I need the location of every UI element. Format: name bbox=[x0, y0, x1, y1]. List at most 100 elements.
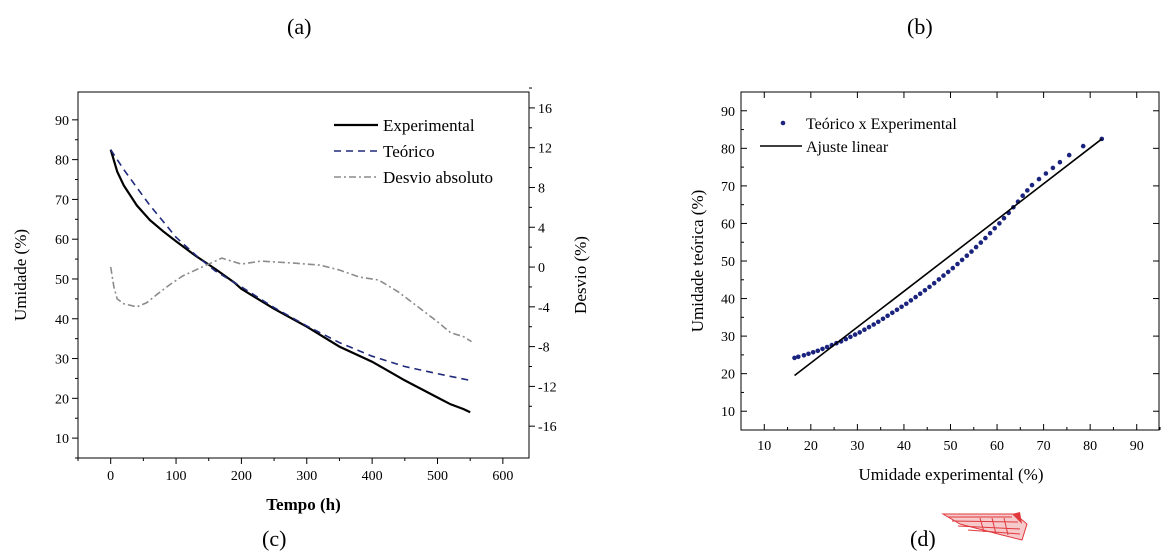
y-axis-label: Umidade teórica (%) bbox=[688, 190, 707, 333]
x-tick-label: 50 bbox=[944, 439, 958, 454]
scatter-point bbox=[820, 346, 825, 352]
scatter-point bbox=[1043, 171, 1049, 176]
scatter-point bbox=[852, 332, 858, 337]
y-tick-label: 30 bbox=[721, 330, 735, 345]
scatter-point bbox=[848, 334, 853, 340]
scatter-point bbox=[890, 310, 895, 316]
scatter-point bbox=[894, 307, 900, 313]
scatter-point bbox=[936, 277, 942, 282]
legend-label: Teórico bbox=[383, 142, 435, 161]
y-tick-label: 50 bbox=[55, 273, 69, 288]
scatter-point bbox=[913, 294, 918, 300]
scatter-point bbox=[950, 265, 956, 271]
scatter-point bbox=[955, 261, 960, 267]
x-tick-label: 200 bbox=[231, 469, 252, 484]
x-tick-label: 500 bbox=[427, 469, 448, 484]
scatter-point bbox=[899, 304, 904, 310]
legend-label: Experimental bbox=[383, 116, 475, 135]
scatter-point bbox=[806, 351, 811, 357]
x-tick-label: 0 bbox=[107, 469, 114, 484]
scatter-point bbox=[941, 273, 946, 278]
x-tick-label: 400 bbox=[362, 469, 383, 484]
series-line-desvio-absoluto bbox=[109, 257, 472, 343]
x-tick-label: 70 bbox=[1037, 439, 1051, 454]
scatter-point bbox=[796, 354, 801, 360]
x-tick-label: 10 bbox=[757, 439, 771, 454]
x-tick-label: 100 bbox=[166, 469, 187, 484]
scatter-point bbox=[969, 249, 974, 254]
y-tick-label: 20 bbox=[55, 392, 69, 407]
panel-label-c: (c) bbox=[262, 526, 287, 551]
red-stamp-graphic bbox=[941, 512, 1028, 541]
x-axis-label: Umidade experimental (%) bbox=[858, 465, 1043, 484]
scatter-point bbox=[1050, 165, 1056, 171]
scatter-point bbox=[1029, 182, 1035, 188]
x-tick-label: 40 bbox=[897, 439, 911, 454]
y2-tick-label: -8 bbox=[538, 341, 550, 356]
y2-tick-label: -12 bbox=[538, 380, 557, 395]
y-tick-label: 90 bbox=[55, 114, 69, 129]
scatter-point bbox=[908, 298, 914, 303]
y2-tick-label: 8 bbox=[538, 181, 545, 196]
y2-tick-label: 4 bbox=[538, 221, 545, 236]
x-axis-label: Tempo (h) bbox=[266, 495, 340, 514]
scatter-point bbox=[862, 327, 867, 333]
y-tick-label: 60 bbox=[55, 233, 69, 248]
scatter-point bbox=[815, 348, 821, 354]
y2-tick-label: 12 bbox=[538, 142, 552, 157]
legend-label: Ajuste linear bbox=[806, 139, 889, 156]
scatter-point bbox=[866, 324, 872, 330]
scatter-point bbox=[1066, 152, 1072, 158]
y-tick-label: 10 bbox=[55, 432, 69, 447]
y-tick-label: 40 bbox=[55, 313, 69, 328]
y2-axis-label: Desvio (%) bbox=[571, 236, 590, 314]
x-tick-label: 90 bbox=[1130, 439, 1144, 454]
scatter-point bbox=[964, 253, 970, 258]
scatter-point bbox=[992, 226, 997, 231]
scatter-point bbox=[876, 319, 881, 325]
scatter-point bbox=[927, 284, 932, 290]
x-tick-label: 60 bbox=[990, 439, 1004, 454]
y-tick-label: 10 bbox=[721, 405, 735, 420]
scatter-point bbox=[959, 257, 965, 263]
y-axis-label: Umidade (%) bbox=[11, 229, 30, 321]
scatter-point bbox=[997, 221, 1002, 226]
y2-tick-label: 0 bbox=[538, 261, 545, 276]
scatter-point bbox=[792, 355, 797, 361]
scatter-point bbox=[983, 235, 988, 241]
scatter-point bbox=[801, 353, 807, 358]
x-tick-label: 300 bbox=[296, 469, 317, 484]
left-chart: 0 100 200 300 400 500 600102030405060708090-16… bbox=[11, 87, 590, 514]
scatter-point bbox=[871, 322, 876, 327]
scatter-point bbox=[1036, 176, 1042, 182]
x-tick-label: 80 bbox=[1083, 439, 1097, 454]
y-tick-label: 40 bbox=[721, 293, 735, 308]
right-chart: 10 20 30 40 50 60 70 80 90 10 20 30 40 50 60 70 80 90 Umid… bbox=[688, 91, 1161, 484]
scatter-point bbox=[1001, 215, 1007, 221]
left-plot-frame bbox=[77, 91, 530, 459]
x-tick-label: 600 bbox=[492, 469, 513, 484]
scatter-point bbox=[973, 244, 979, 250]
legend-label: Desvio absoluto bbox=[383, 168, 493, 187]
scatter-point bbox=[917, 291, 923, 297]
panel-label-d: (d) bbox=[910, 526, 936, 551]
scatter-point bbox=[922, 288, 928, 293]
y-tick-label: 60 bbox=[721, 217, 735, 232]
y2-tick-label: -16 bbox=[538, 420, 557, 435]
series-line-experimental bbox=[109, 149, 471, 414]
panel-label-b: (b) bbox=[907, 14, 933, 39]
scatter-point bbox=[857, 330, 862, 335]
legend-marker bbox=[780, 120, 786, 126]
scatter-point bbox=[1020, 193, 1025, 198]
y2-tick-label: -4 bbox=[538, 301, 550, 316]
panel-label-a: (a) bbox=[287, 14, 312, 39]
y-tick-label: 30 bbox=[55, 353, 69, 368]
scatter-point bbox=[885, 313, 890, 319]
scatter-point bbox=[978, 240, 984, 245]
y-tick-label: 20 bbox=[721, 368, 735, 383]
x-tick-label: 30 bbox=[850, 439, 864, 454]
scatter-point bbox=[931, 280, 937, 286]
y-tick-label: 70 bbox=[721, 180, 735, 195]
scatter-point bbox=[1025, 188, 1030, 193]
